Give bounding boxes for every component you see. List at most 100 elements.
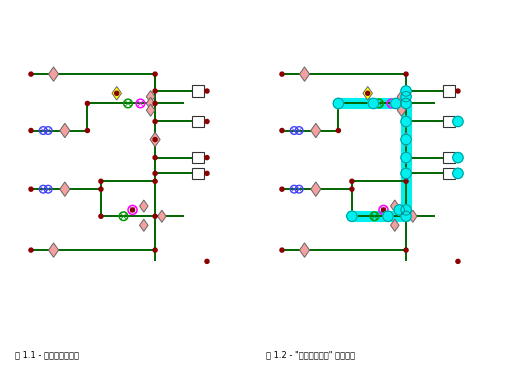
Circle shape — [381, 208, 385, 212]
Circle shape — [153, 155, 157, 159]
Circle shape — [130, 208, 134, 212]
Circle shape — [456, 155, 460, 159]
Circle shape — [404, 72, 408, 76]
Polygon shape — [401, 132, 411, 147]
Polygon shape — [139, 200, 148, 212]
Text: 图 1.2 - "网络环路分析" 逻辑结果: 图 1.2 - "网络环路分析" 逻辑结果 — [266, 350, 355, 359]
Polygon shape — [192, 168, 204, 179]
Circle shape — [333, 98, 344, 109]
Circle shape — [456, 171, 460, 175]
Polygon shape — [397, 104, 406, 116]
Circle shape — [153, 101, 157, 105]
Circle shape — [153, 248, 157, 252]
Circle shape — [404, 101, 408, 105]
Polygon shape — [147, 91, 155, 103]
Circle shape — [153, 120, 157, 124]
Polygon shape — [311, 182, 321, 196]
Polygon shape — [390, 200, 399, 212]
Polygon shape — [192, 152, 204, 164]
Polygon shape — [443, 168, 455, 179]
Circle shape — [401, 211, 411, 221]
Circle shape — [394, 205, 405, 215]
Polygon shape — [49, 67, 59, 81]
Circle shape — [280, 72, 284, 76]
Circle shape — [391, 98, 401, 109]
Circle shape — [153, 72, 157, 76]
Circle shape — [401, 205, 411, 215]
Circle shape — [350, 187, 354, 191]
Circle shape — [404, 155, 408, 159]
Polygon shape — [397, 91, 406, 103]
Circle shape — [366, 91, 370, 95]
Circle shape — [368, 98, 379, 109]
Circle shape — [401, 152, 411, 163]
Polygon shape — [311, 123, 321, 138]
Polygon shape — [158, 210, 166, 222]
Circle shape — [153, 89, 157, 93]
Circle shape — [404, 248, 408, 252]
Polygon shape — [363, 87, 373, 100]
Circle shape — [280, 128, 284, 132]
Circle shape — [85, 128, 89, 132]
Polygon shape — [397, 97, 406, 110]
Polygon shape — [300, 243, 310, 257]
Circle shape — [153, 138, 157, 142]
Circle shape — [456, 120, 460, 124]
Circle shape — [453, 168, 463, 179]
Circle shape — [280, 248, 284, 252]
Circle shape — [401, 116, 411, 127]
Text: 图 1.1 - 初始逻辑示意图: 图 1.1 - 初始逻辑示意图 — [15, 350, 79, 359]
Polygon shape — [60, 123, 70, 138]
Circle shape — [205, 89, 209, 93]
Circle shape — [401, 91, 411, 102]
Circle shape — [29, 128, 33, 132]
Circle shape — [115, 91, 119, 95]
Polygon shape — [150, 132, 160, 147]
Circle shape — [350, 179, 354, 183]
Circle shape — [404, 179, 408, 183]
Circle shape — [401, 86, 411, 96]
Circle shape — [336, 101, 340, 105]
Polygon shape — [443, 152, 455, 164]
Circle shape — [205, 259, 209, 263]
Circle shape — [401, 168, 411, 179]
Circle shape — [404, 138, 408, 142]
Circle shape — [456, 89, 460, 93]
Circle shape — [29, 187, 33, 191]
Polygon shape — [139, 219, 148, 231]
Polygon shape — [60, 182, 70, 196]
Circle shape — [29, 248, 33, 252]
Circle shape — [453, 152, 463, 163]
Circle shape — [99, 214, 103, 218]
Circle shape — [280, 187, 284, 191]
Polygon shape — [443, 85, 455, 97]
Circle shape — [205, 171, 209, 175]
Polygon shape — [147, 97, 155, 110]
Polygon shape — [443, 115, 455, 127]
Polygon shape — [112, 87, 122, 100]
Circle shape — [401, 134, 411, 145]
Circle shape — [29, 72, 33, 76]
Circle shape — [404, 120, 408, 124]
Circle shape — [153, 171, 157, 175]
Polygon shape — [192, 115, 204, 127]
Circle shape — [205, 155, 209, 159]
Circle shape — [383, 211, 393, 221]
Polygon shape — [409, 210, 417, 222]
Circle shape — [347, 211, 357, 221]
Polygon shape — [49, 243, 59, 257]
Polygon shape — [147, 104, 155, 116]
Circle shape — [99, 187, 103, 191]
Circle shape — [404, 171, 408, 175]
Circle shape — [205, 120, 209, 124]
Circle shape — [99, 179, 103, 183]
Circle shape — [153, 214, 157, 218]
Polygon shape — [390, 219, 399, 231]
Circle shape — [401, 98, 411, 109]
Circle shape — [453, 116, 463, 127]
Circle shape — [85, 101, 89, 105]
Circle shape — [404, 89, 408, 93]
Polygon shape — [300, 67, 310, 81]
Circle shape — [456, 259, 460, 263]
Circle shape — [336, 128, 340, 132]
